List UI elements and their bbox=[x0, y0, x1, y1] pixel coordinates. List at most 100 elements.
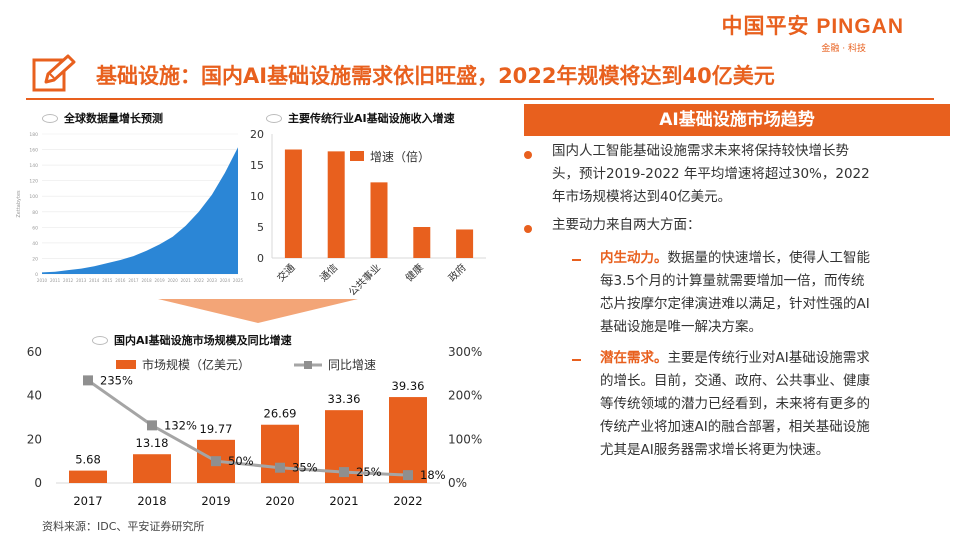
sub1-line: 基础设施是唯一解决方案。 bbox=[600, 319, 762, 335]
growth-bar bbox=[284, 149, 302, 258]
growth-value-label: 18% bbox=[420, 468, 446, 482]
legend-label: 市场规模（亿美元） bbox=[142, 357, 250, 372]
y-tick-label: 40 bbox=[32, 241, 38, 247]
bullet1-line: 国内人工智能基础设施需求未来将保持较快增长势 bbox=[552, 143, 849, 159]
sub1-label: 内生动力。 bbox=[600, 250, 668, 266]
logo-subtext: 金融 · 科技 bbox=[821, 44, 866, 54]
bar-value-label: 26.69 bbox=[264, 407, 297, 421]
x-tick-label: 2012 bbox=[63, 278, 74, 283]
sub-bullet-dash bbox=[572, 359, 581, 361]
x-tick-label: 2016 bbox=[115, 278, 126, 283]
y-tick-label: 20 bbox=[250, 128, 264, 141]
x-tick-label: 2015 bbox=[102, 278, 113, 283]
data-area bbox=[42, 147, 238, 274]
bullet1-line: 头，预计2019-2022 年平均增速将超过30%，2022 bbox=[552, 166, 870, 182]
y-left-tick-label: 20 bbox=[27, 432, 42, 446]
sub2-line: 的增长。目前，交通、政府、公共事业、健康 bbox=[600, 373, 870, 389]
x-tick-label: 交通 bbox=[274, 261, 297, 284]
growth-marker bbox=[147, 420, 157, 431]
growth-marker bbox=[403, 470, 413, 481]
y-tick-label: 15 bbox=[250, 159, 264, 172]
chart3-title: 国内AI基础设施市场规模及同比增速 bbox=[114, 334, 292, 347]
market-size-combo-chart: 0 20 40 60 0% 100% 200% 300% 5.68 2017 13.18 2018 19… bbox=[27, 345, 483, 508]
bullet1-line: 年市场规模将达到40亿美元。 bbox=[552, 189, 732, 205]
x-tick-label: 2018 bbox=[141, 278, 152, 283]
chart2-title-marker bbox=[266, 114, 282, 123]
bar-value-label: 13.18 bbox=[136, 436, 169, 450]
y-right-tick-label: 0% bbox=[448, 476, 467, 490]
source-note: 资料来源：IDC、平安证券研究所 bbox=[42, 520, 205, 533]
bullet1-text: 国内人工智能基础设施需求未来将保持较快增长势 头，预计2019-2022 年平均… bbox=[552, 140, 944, 209]
sub-bullet-dash bbox=[572, 259, 581, 261]
x-tick-label: 2020 bbox=[265, 494, 294, 508]
panel-heading: AI基础设施市场趋势 bbox=[524, 104, 950, 136]
page-title: 基础设施：国内AI基础设施需求依旧旺盛，2022年规模将达到40亿美元 bbox=[96, 64, 775, 88]
industry-growth-bar-chart: 0 5 10 15 20 交通 通信 公共事业 健康 政府 增速（倍） bbox=[250, 128, 486, 298]
bullet-dot bbox=[524, 225, 532, 233]
growth-bar bbox=[327, 151, 345, 258]
y-tick-label: 100 bbox=[29, 194, 38, 200]
sub2-line: 尤其是AI服务器需求增长将更为快速。 bbox=[600, 442, 830, 458]
x-tick-label: 2013 bbox=[76, 278, 87, 283]
legend-label: 增速（倍） bbox=[370, 149, 430, 164]
y-axis-label: Zettabytes bbox=[16, 190, 22, 218]
chart1-title-marker bbox=[42, 114, 58, 123]
market-size-bar bbox=[69, 470, 107, 483]
bar-value-label: 5.68 bbox=[75, 453, 101, 467]
bullet2-text: 主要动力来自两大方面： bbox=[552, 217, 701, 233]
growth-value-label: 235% bbox=[100, 373, 133, 387]
y-right-tick-label: 100% bbox=[448, 432, 482, 446]
bar-value-label: 39.36 bbox=[392, 379, 425, 393]
y-tick-label: 80 bbox=[32, 210, 38, 216]
x-tick-label: 2014 bbox=[89, 278, 100, 283]
title-rule bbox=[26, 98, 934, 100]
legend-swatch bbox=[350, 151, 364, 161]
y-left-tick-label: 60 bbox=[27, 345, 42, 359]
sub1-line: 数据量的快速增长，使得人工智能 bbox=[667, 250, 871, 266]
legend-marker bbox=[304, 361, 312, 369]
y-tick-label: 10 bbox=[250, 190, 264, 203]
growth-marker bbox=[339, 467, 349, 478]
x-tick-label: 2020 bbox=[168, 278, 179, 283]
x-tick-label: 2024 bbox=[220, 278, 231, 283]
x-tick-label: 2019 bbox=[155, 278, 166, 283]
growth-line bbox=[87, 379, 409, 477]
x-tick-label: 政府 bbox=[445, 261, 468, 284]
y-tick-label: 5 bbox=[257, 221, 264, 234]
growth-value-label: 25% bbox=[356, 465, 382, 479]
y-tick-label: 140 bbox=[29, 163, 38, 169]
x-tick-label: 2025 bbox=[233, 278, 244, 283]
market-size-bar bbox=[261, 424, 299, 483]
x-tick-label: 通信 bbox=[318, 262, 341, 285]
x-tick-label: 2019 bbox=[201, 494, 230, 508]
x-tick-label: 健康 bbox=[403, 261, 426, 284]
growth-marker bbox=[275, 462, 285, 473]
x-tick-label: 2022 bbox=[194, 278, 205, 283]
growth-bar bbox=[456, 229, 474, 258]
data-volume-area-chart: 0 20 40 60 80 100 120 140 160 180 2010 2011 2012 2013… bbox=[16, 132, 244, 283]
growth-value-label: 50% bbox=[228, 454, 254, 468]
x-tick-label: 2021 bbox=[181, 278, 192, 283]
y-left-tick-label: 0 bbox=[34, 476, 42, 490]
sub2-line: 传统产业将加速AI的融合部署，相关基础设施 bbox=[600, 419, 870, 435]
y-tick-label: 0 bbox=[35, 272, 38, 278]
bar-value-label: 19.77 bbox=[200, 422, 233, 436]
chart3-title-marker bbox=[92, 336, 108, 345]
y-tick-label: 20 bbox=[32, 256, 38, 262]
pingan-logo: 中国平安 PINGAN 金融 · 科技 bbox=[721, 10, 904, 54]
chart2-title: 主要传统行业AI基础设施收入增速 bbox=[288, 112, 455, 125]
growth-bar bbox=[370, 182, 388, 258]
sub1-line: 每3.5个月的计算量就需要增加一倍，而传统 bbox=[600, 273, 865, 289]
sub2-label: 潜在需求。 bbox=[600, 350, 668, 366]
x-tick-label: 2017 bbox=[128, 278, 139, 283]
sub2-line: 主要是传统行业对AI基础设施需求 bbox=[667, 350, 870, 366]
bullet-dot bbox=[524, 151, 532, 159]
logo-text: 中国平安 PINGAN bbox=[721, 15, 904, 38]
x-tick-label: 公共事业 bbox=[346, 261, 383, 298]
y-right-tick-label: 300% bbox=[448, 345, 482, 359]
bar-value-label: 33.36 bbox=[328, 392, 361, 406]
sub2-text: 潜在需求。主要是传统行业对AI基础设施需求 的增长。目前，交通、政府、公共事业、… bbox=[600, 347, 948, 462]
x-tick-label: 2011 bbox=[50, 278, 61, 283]
x-tick-label: 2021 bbox=[329, 494, 358, 508]
growth-value-label: 132% bbox=[164, 418, 197, 432]
